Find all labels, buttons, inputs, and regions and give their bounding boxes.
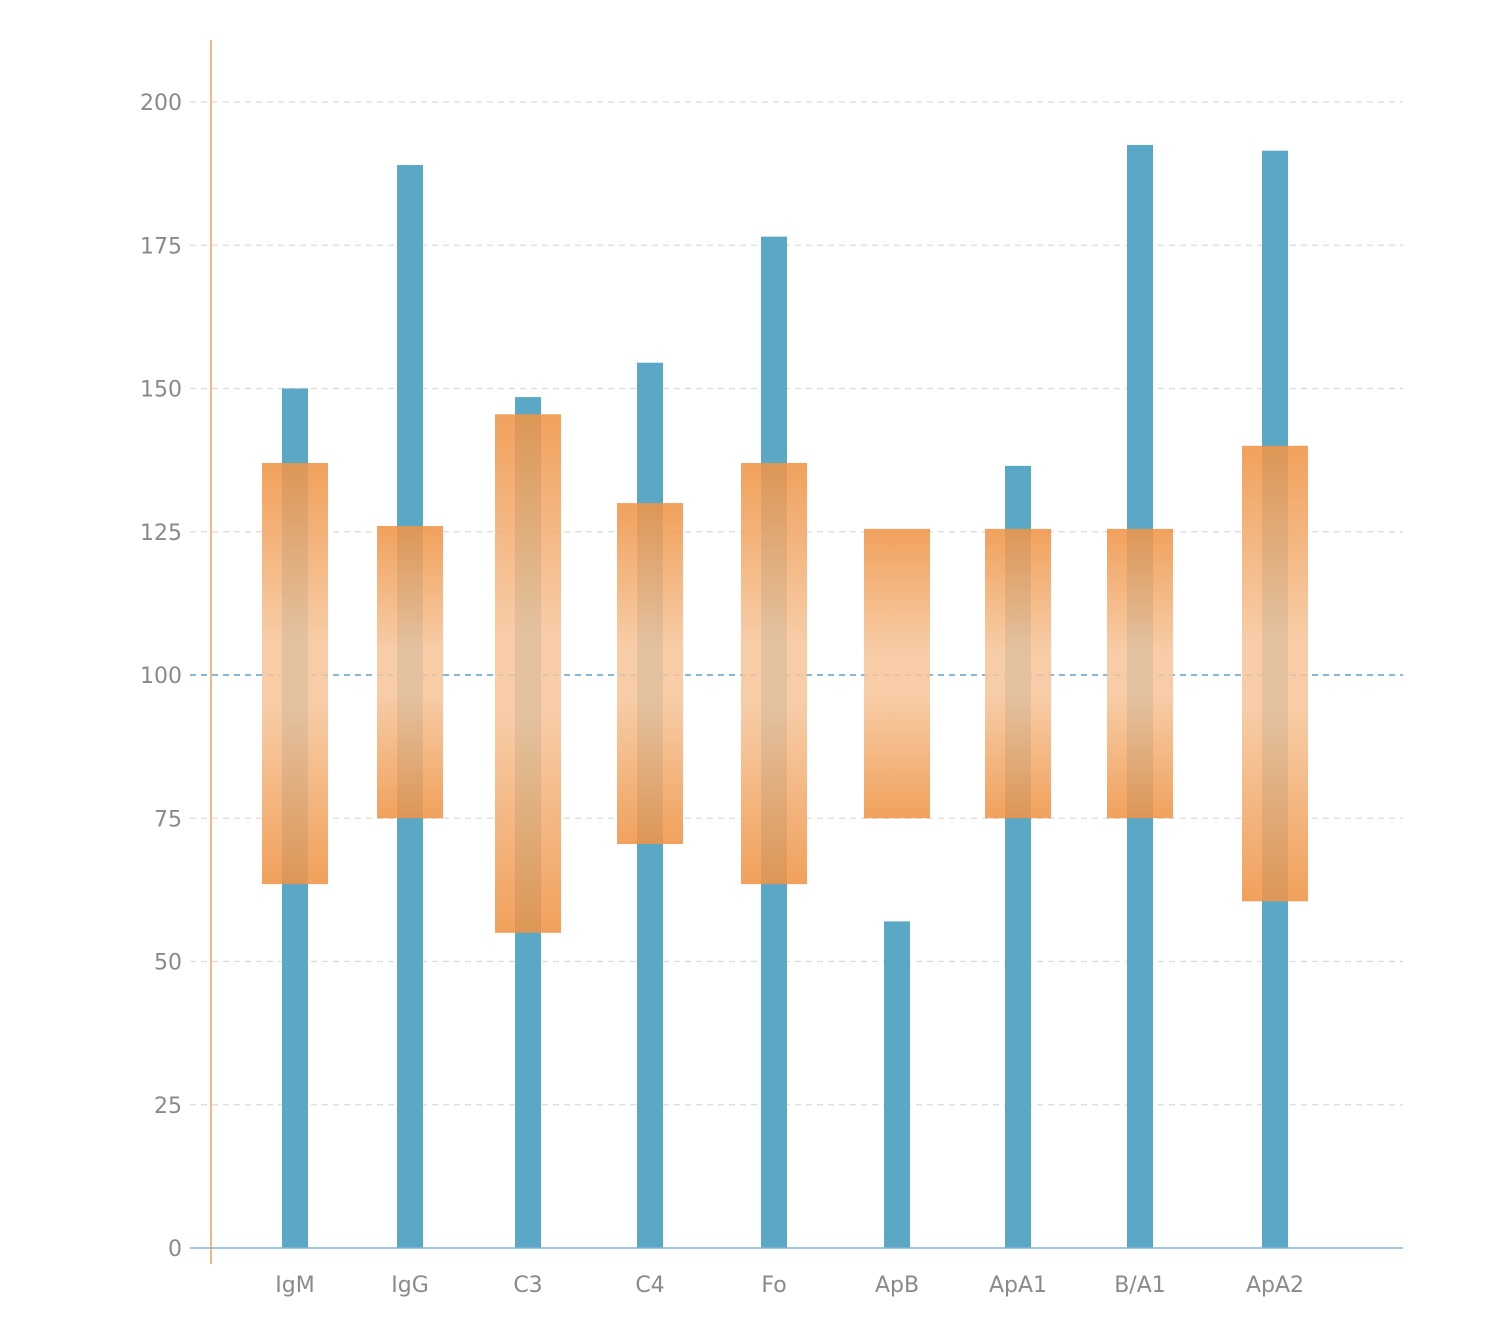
- x-tick-label: C3: [513, 1273, 542, 1298]
- y-tick-label: 50: [154, 951, 182, 976]
- y-tick-label: 75: [154, 807, 182, 832]
- y-tick-label: 100: [140, 664, 182, 689]
- x-tick-label: ApB: [875, 1273, 919, 1298]
- range-band: [1107, 528, 1173, 819]
- x-tick-label: ApA2: [1246, 1273, 1304, 1298]
- y-tick-label: 200: [140, 91, 182, 116]
- range-band: [617, 503, 683, 845]
- x-tick-label: C4: [635, 1273, 664, 1298]
- y-tick-label: 0: [168, 1237, 182, 1262]
- range-band: [864, 528, 930, 819]
- y-axis-ticks: 0 25 50 75 100 125 150 175 200: [140, 91, 182, 1262]
- x-tick-label: ApA1: [989, 1273, 1047, 1298]
- range-band: [1242, 445, 1308, 902]
- y-tick-label: 175: [140, 234, 182, 259]
- x-tick-label: B/A1: [1114, 1273, 1166, 1298]
- range-band: [377, 526, 443, 819]
- axes: [190, 40, 1403, 1264]
- range-band: [741, 462, 807, 885]
- x-tick-label: Fo: [761, 1273, 786, 1298]
- y-tick-label: 25: [154, 1094, 182, 1119]
- y-tick-label: 150: [140, 378, 182, 403]
- range-bands: [262, 414, 1308, 933]
- range-band: [262, 462, 328, 885]
- range-band: [495, 414, 561, 933]
- x-axis-labels: IgM IgG C3 C4 Fo ApB ApA1 B/A1 ApA2: [275, 1273, 1304, 1298]
- range-band: [985, 528, 1051, 819]
- value-bar: [884, 921, 910, 1248]
- x-tick-label: IgM: [275, 1273, 314, 1298]
- y-tick-label: 125: [140, 521, 182, 546]
- x-tick-label: IgG: [391, 1273, 429, 1298]
